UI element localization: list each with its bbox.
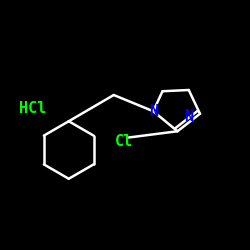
Text: N: N	[184, 109, 193, 124]
Text: HCl: HCl	[19, 101, 46, 116]
Text: N: N	[149, 104, 158, 119]
Text: Cl: Cl	[114, 134, 133, 149]
